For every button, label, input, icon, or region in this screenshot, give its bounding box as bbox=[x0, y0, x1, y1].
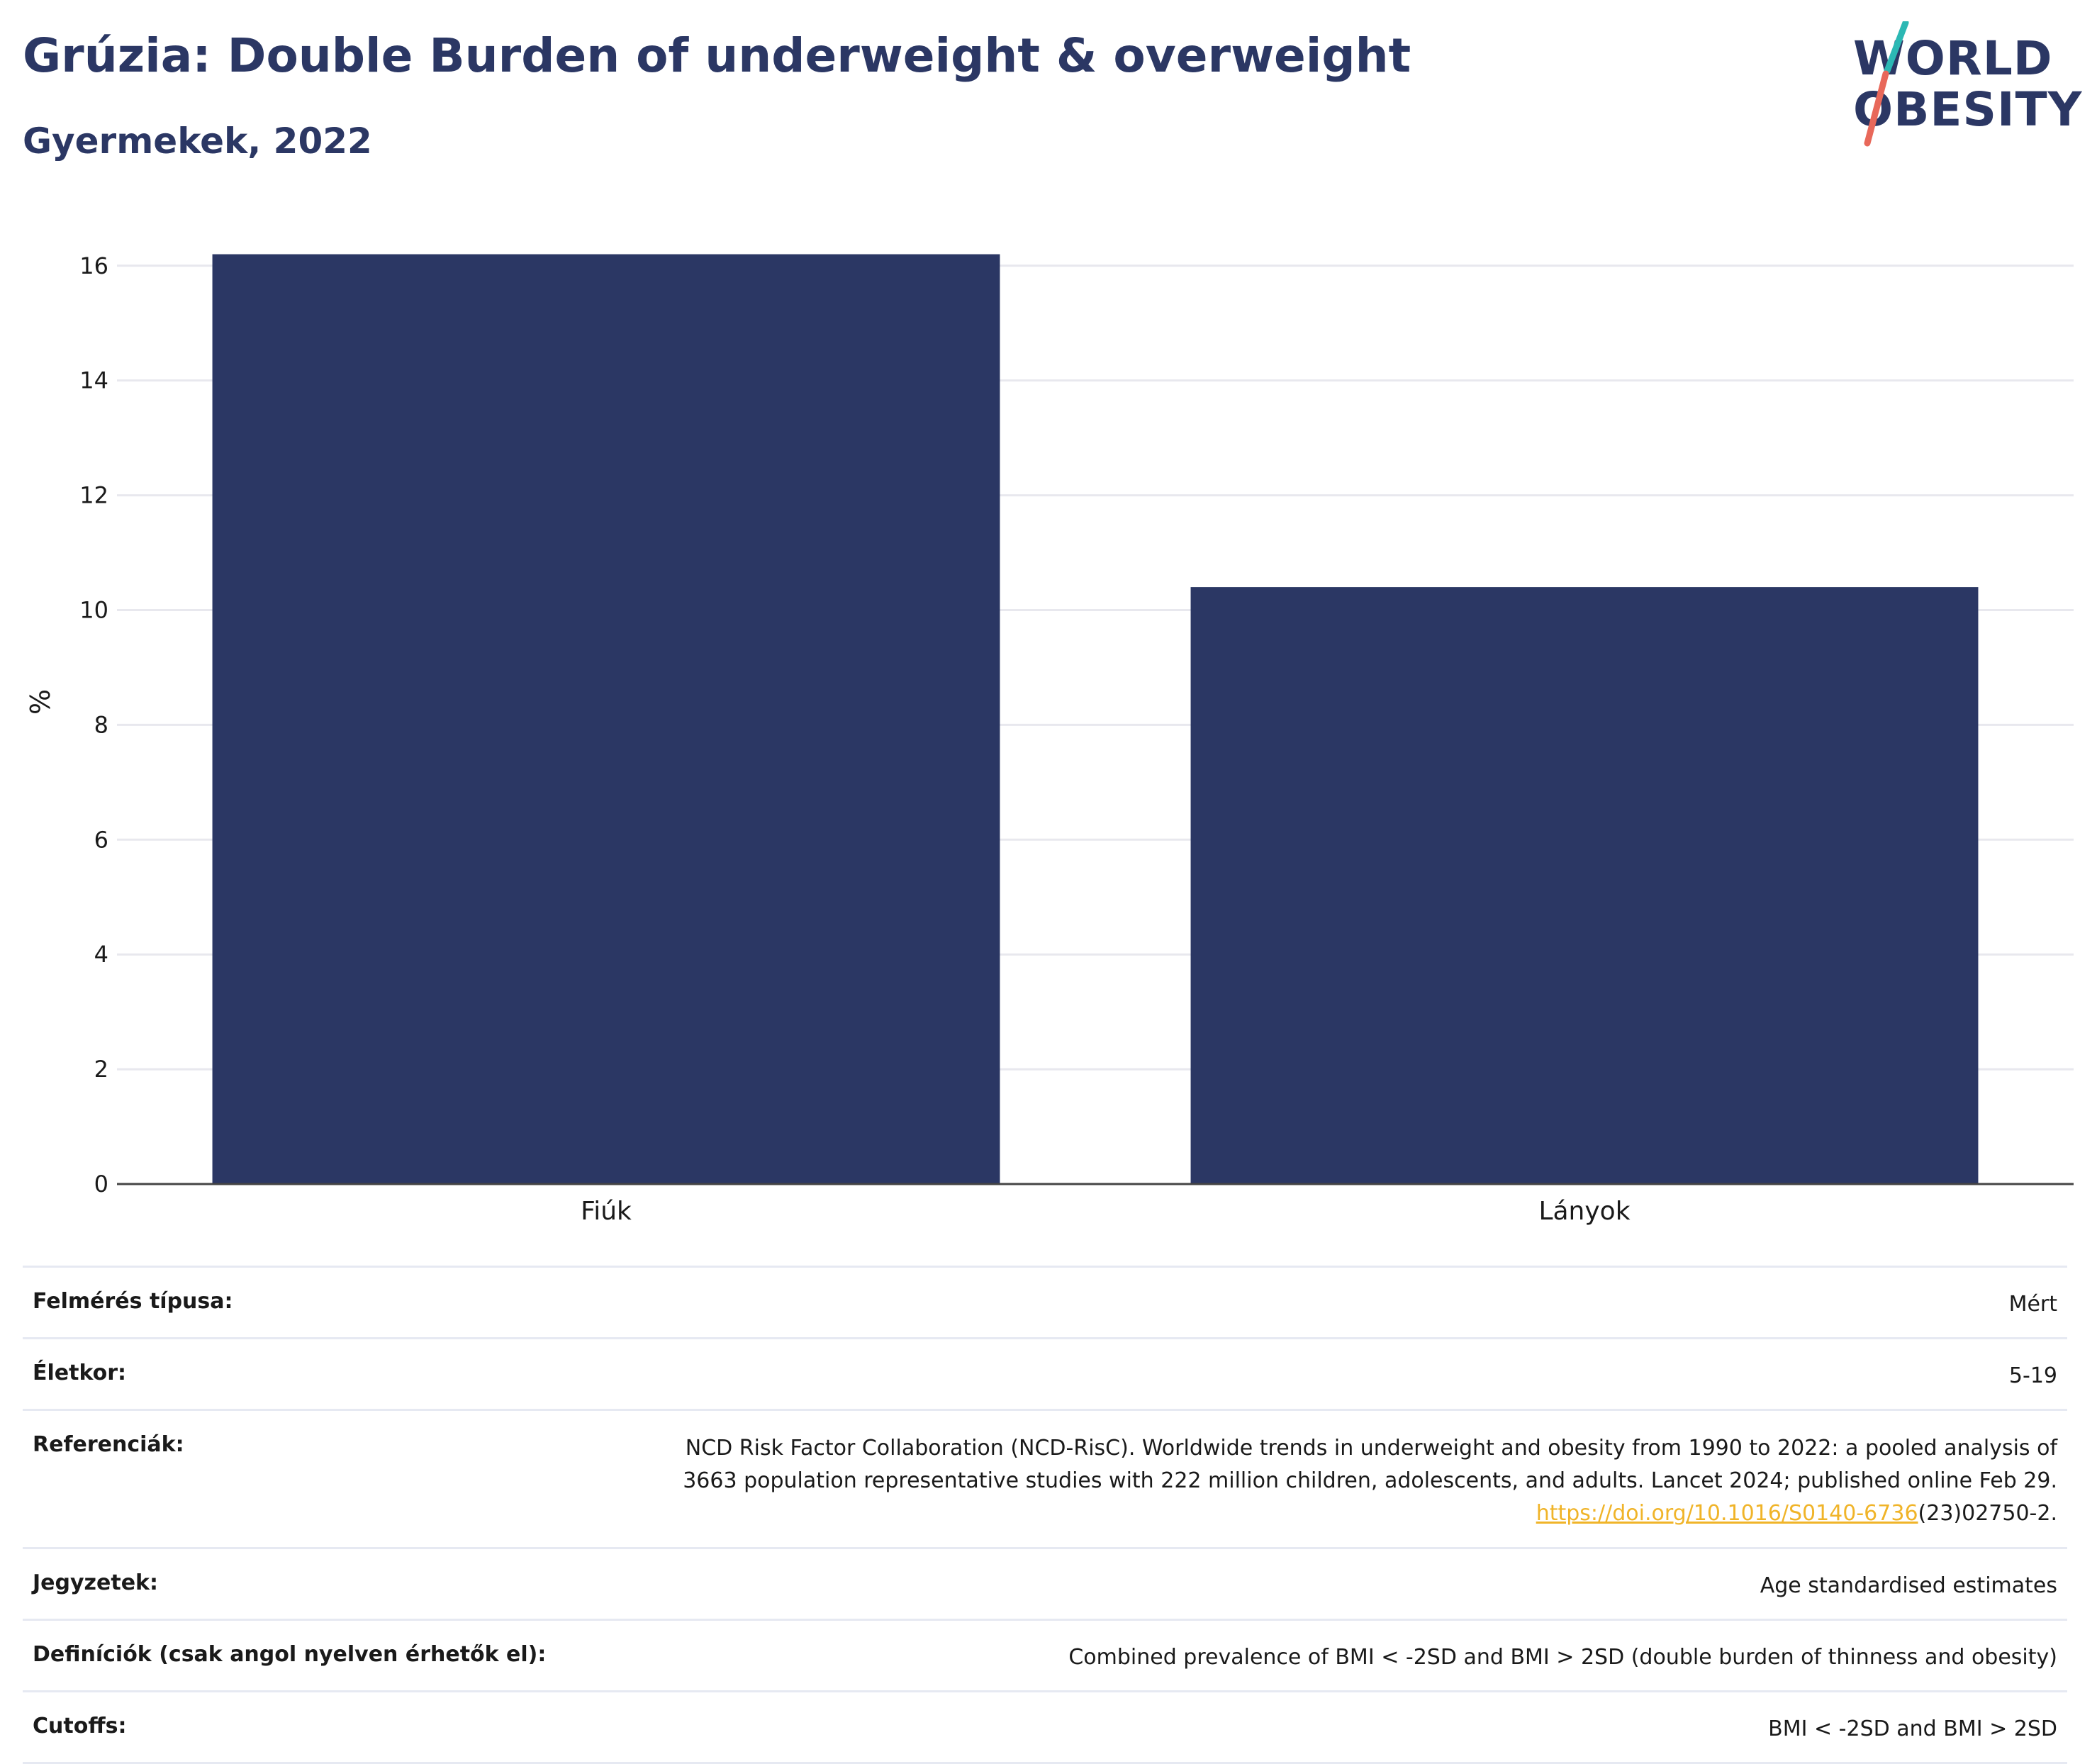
y-tick-label: 0 bbox=[94, 1171, 108, 1198]
age-value: 5-19 bbox=[2008, 1363, 2057, 1388]
reference-line-1: NCD Risk Factor Collaboration (NCD-RisC)… bbox=[685, 1436, 2057, 1461]
chart-title: Grúzia: Double Burden of underweight & o… bbox=[23, 28, 1411, 83]
bar bbox=[1190, 587, 1979, 1184]
x-tick-label: Fiúk bbox=[581, 1197, 632, 1226]
reference-doi-suffix: (23)02750-2. bbox=[1918, 1501, 2057, 1526]
y-axis-label: % bbox=[25, 689, 56, 715]
y-tick-label: 14 bbox=[79, 367, 108, 394]
x-tick-label: Lányok bbox=[1538, 1197, 1630, 1226]
y-tick-label: 10 bbox=[79, 596, 108, 623]
survey-type-value: Mért bbox=[2008, 1292, 2057, 1317]
world-obesity-logo: WORLD OBESITY bbox=[1843, 21, 2084, 149]
age-label: Életkor: bbox=[33, 1361, 127, 1385]
metadata-table: Felmérés típusa: Mért Életkor: 5-19 Refe… bbox=[23, 1266, 2067, 1764]
bar bbox=[212, 254, 1000, 1184]
notes-value: Age standardised estimates bbox=[1760, 1573, 2057, 1598]
meta-row-definitions: Definíciók (csak angol nyelven érhetők e… bbox=[23, 1619, 2067, 1690]
logo-word-obesity: OBESITY bbox=[1853, 82, 2083, 137]
definitions-label: Definíciók (csak angol nyelven érhetők e… bbox=[33, 1642, 547, 1667]
y-tick-label: 2 bbox=[94, 1056, 108, 1083]
cutoffs-value: BMI < -2SD and BMI > 2SD bbox=[1768, 1716, 2057, 1741]
reference-doi-link[interactable]: https://doi.org/10.1016/S0140-6736 bbox=[1536, 1501, 1918, 1526]
meta-row-age: Életkor: 5-19 bbox=[23, 1337, 2067, 1409]
meta-row-references: Referenciák: NCD Risk Factor Collaborati… bbox=[23, 1409, 2067, 1547]
bar-chart: 0 2 4 6 8 10 12 14 16 Fiúk Lányok% bbox=[0, 191, 2097, 1234]
y-tick-label: 16 bbox=[79, 252, 108, 279]
y-tick-label: 12 bbox=[79, 482, 108, 509]
logo-slash-icon bbox=[1864, 21, 1909, 147]
y-tick-label: 8 bbox=[94, 711, 108, 738]
bar-chart-svg: 0 2 4 6 8 10 12 14 16 Fiúk Lányok% bbox=[25, 252, 2074, 1226]
survey-type-label: Felmérés típusa: bbox=[33, 1289, 233, 1314]
definitions-value: Combined prevalence of BMI < -2SD and BM… bbox=[1068, 1645, 2057, 1670]
references-value: NCD Risk Factor Collaboration (NCD-RisC)… bbox=[683, 1432, 2057, 1530]
chart-subtitle: Gyermekek, 2022 bbox=[23, 121, 372, 162]
meta-row-cutoffs: Cutoffs: BMI < -2SD and BMI > 2SD bbox=[23, 1690, 2067, 1764]
y-tick-label: 6 bbox=[94, 826, 108, 853]
meta-row-survey-type: Felmérés típusa: Mért bbox=[23, 1266, 2067, 1337]
notes-label: Jegyzetek: bbox=[33, 1570, 158, 1595]
y-tick-label: 4 bbox=[94, 941, 108, 968]
meta-row-notes: Jegyzetek: Age standardised estimates bbox=[23, 1547, 2067, 1619]
references-label: Referenciák: bbox=[33, 1432, 184, 1457]
cutoffs-label: Cutoffs: bbox=[33, 1714, 127, 1738]
reference-line-2: 3663 population representative studies w… bbox=[683, 1468, 2057, 1493]
